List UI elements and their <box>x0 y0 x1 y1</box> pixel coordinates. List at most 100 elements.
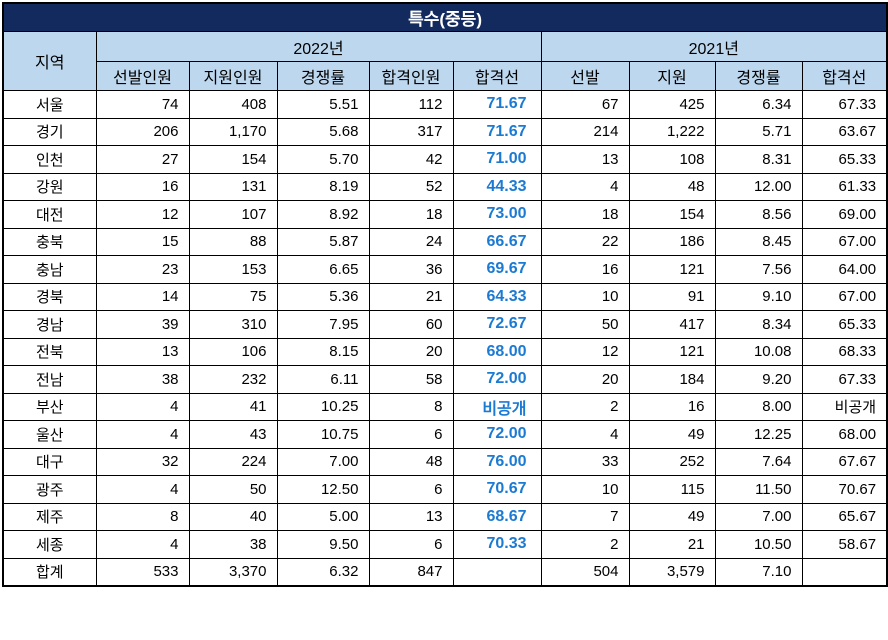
cell-pass-2022: 847 <box>368 557 454 586</box>
admissions-table: 특수(중등) 지역 2022년 2021년 선발인원 지원인원 경쟁률 합격인원… <box>2 2 888 587</box>
cell-region: 세종 <box>2 530 97 559</box>
cell-sel-2022: 206 <box>95 117 190 146</box>
cell-app-2022: 153 <box>188 255 278 284</box>
cell-region: 광주 <box>2 475 97 504</box>
cell-region: 대전 <box>2 200 97 229</box>
table-row: 전남 38 232 6.11 58 72.00 20 184 9.20 67.33 <box>2 365 888 394</box>
cell-pass-2022: 317 <box>368 117 454 146</box>
cell-cut-2021 <box>801 557 888 586</box>
cell-cut-2021: 63.67 <box>801 117 888 146</box>
cell-sel-2021: 16 <box>540 255 630 284</box>
table-row: 제주 8 40 5.00 13 68.67 7 49 7.00 65.67 <box>2 502 888 531</box>
cell-sel-2021: 7 <box>540 502 630 531</box>
cell-cut-2021: 58.67 <box>801 530 888 559</box>
cell-cut-2021: 67.00 <box>801 227 888 256</box>
table-row: 경기 206 1,170 5.68 317 71.67 214 1,222 5.71 63.67 <box>2 117 888 146</box>
col-header-ratio-2022: 경쟁률 <box>276 61 370 91</box>
title-row: 특수(중등) <box>2 2 888 32</box>
cell-app-2021: 425 <box>628 90 716 119</box>
cell-ratio-2022: 8.19 <box>276 172 370 201</box>
cell-pass-2022: 6 <box>368 475 454 504</box>
cell-pass-2022: 6 <box>368 420 454 449</box>
cell-ratio-2021: 10.08 <box>714 337 803 366</box>
cell-sel-2021: 504 <box>540 557 630 586</box>
cell-pass-2022: 18 <box>368 200 454 229</box>
table-row: 세종 4 38 9.50 6 70.33 2 21 10.50 58.67 <box>2 530 888 559</box>
cell-ratio-2021: 6.34 <box>714 90 803 119</box>
col-header-selected-2021: 선발 <box>540 61 630 91</box>
cell-sel-2021: 2 <box>540 392 630 421</box>
cell-app-2021: 184 <box>628 365 716 394</box>
cell-pass-2022: 112 <box>368 90 454 119</box>
cell-cut-2022: 71.00 <box>452 145 542 174</box>
cell-cut-2022: 64.33 <box>452 282 542 311</box>
cell-app-2021: 16 <box>628 392 716 421</box>
cell-cut-2022: 70.67 <box>452 475 542 504</box>
table-body: 서울 74 408 5.51 112 71.67 67 425 6.34 67.33 경기 206 1,… <box>2 90 888 586</box>
cell-app-2021: 108 <box>628 145 716 174</box>
col-header-applicants-2021: 지원 <box>628 61 716 91</box>
cell-ratio-2022: 6.11 <box>276 365 370 394</box>
cell-app-2021: 252 <box>628 447 716 476</box>
cell-region: 대구 <box>2 447 97 476</box>
cell-ratio-2021: 8.00 <box>714 392 803 421</box>
cell-sel-2022: 39 <box>95 310 190 339</box>
cell-ratio-2022: 5.36 <box>276 282 370 311</box>
cell-app-2022: 310 <box>188 310 278 339</box>
cell-ratio-2021: 10.50 <box>714 530 803 559</box>
cell-region: 합계 <box>2 557 97 586</box>
cell-cut-2022: 68.67 <box>452 502 542 531</box>
cell-sel-2022: 533 <box>95 557 190 586</box>
cell-pass-2022: 20 <box>368 337 454 366</box>
cell-ratio-2022: 6.32 <box>276 557 370 586</box>
cell-app-2021: 121 <box>628 255 716 284</box>
cell-ratio-2022: 5.87 <box>276 227 370 256</box>
table-row-total: 합계 533 3,370 6.32 847 504 3,579 7.10 <box>2 557 888 586</box>
cell-ratio-2021: 7.56 <box>714 255 803 284</box>
cell-cut-2021: 67.33 <box>801 365 888 394</box>
cell-cut-2022: 71.67 <box>452 117 542 146</box>
col-header-ratio-2021: 경쟁률 <box>714 61 803 91</box>
cell-cut-2021: 67.00 <box>801 282 888 311</box>
cell-pass-2022: 36 <box>368 255 454 284</box>
cell-cut-2021: 65.33 <box>801 145 888 174</box>
table-row: 경남 39 310 7.95 60 72.67 50 417 8.34 65.33 <box>2 310 888 339</box>
col-header-cutline-2021: 합격선 <box>801 61 888 91</box>
cell-cut-2022: 44.33 <box>452 172 542 201</box>
cell-app-2022: 154 <box>188 145 278 174</box>
table-title: 특수(중등) <box>2 2 888 32</box>
cell-cut-2022: 73.00 <box>452 200 542 229</box>
cell-cut-2022: 68.00 <box>452 337 542 366</box>
cell-region: 경남 <box>2 310 97 339</box>
cell-pass-2022: 8 <box>368 392 454 421</box>
header-row-metrics: 선발인원 지원인원 경쟁률 합격인원 합격선 선발 지원 경쟁률 합격선 <box>3 61 888 91</box>
cell-sel-2021: 33 <box>540 447 630 476</box>
cell-sel-2022: 74 <box>95 90 190 119</box>
cell-ratio-2022: 5.68 <box>276 117 370 146</box>
table-container: 특수(중등) 지역 2022년 2021년 선발인원 지원인원 경쟁률 합격인원… <box>2 2 888 587</box>
cell-ratio-2021: 7.00 <box>714 502 803 531</box>
col-group-2021: 2021년 <box>540 31 888 62</box>
col-header-cutline-2022: 합격선 <box>452 61 542 91</box>
cell-ratio-2021: 8.31 <box>714 145 803 174</box>
cell-sel-2021: 22 <box>540 227 630 256</box>
cell-cut-2021: 67.67 <box>801 447 888 476</box>
cell-sel-2021: 20 <box>540 365 630 394</box>
cell-cut-2021: 비공개 <box>801 392 888 421</box>
cell-cut-2022: 72.00 <box>452 365 542 394</box>
cell-ratio-2022: 5.70 <box>276 145 370 174</box>
cell-cut-2021: 68.00 <box>801 420 888 449</box>
cell-ratio-2021: 12.25 <box>714 420 803 449</box>
cell-cut-2021: 67.33 <box>801 90 888 119</box>
cell-sel-2021: 214 <box>540 117 630 146</box>
cell-sel-2022: 32 <box>95 447 190 476</box>
cell-cut-2021: 70.67 <box>801 475 888 504</box>
cell-cut-2022: 71.67 <box>452 90 542 119</box>
cell-app-2022: 40 <box>188 502 278 531</box>
cell-sel-2022: 13 <box>95 337 190 366</box>
cell-ratio-2021: 12.00 <box>714 172 803 201</box>
cell-region: 경기 <box>2 117 97 146</box>
cell-ratio-2021: 5.71 <box>714 117 803 146</box>
cell-sel-2022: 27 <box>95 145 190 174</box>
table-row: 울산 4 43 10.75 6 72.00 4 49 12.25 68.00 <box>2 420 888 449</box>
